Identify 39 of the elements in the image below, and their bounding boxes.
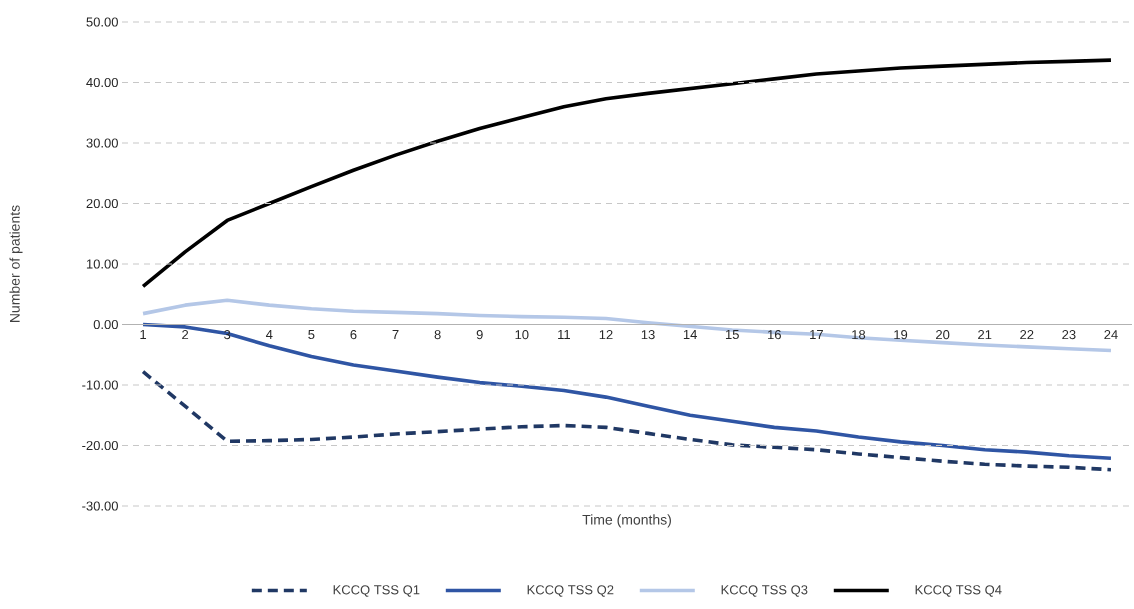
x-tick-label: 10 (515, 330, 529, 340)
x-tick-label: 7 (392, 330, 399, 339)
x-tick-label: 23 (1062, 330, 1076, 340)
x-tick-label: 14 (683, 330, 697, 339)
y-tick-label: -20.00 (82, 440, 118, 451)
x-tick-label: 13 (641, 330, 655, 340)
y-tick-label: 50.00 (86, 17, 118, 27)
y-tick-label: -30.00 (82, 501, 118, 511)
x-axis-title: Time (months) (582, 514, 671, 528)
x-tick-label: 4 (265, 330, 273, 339)
x-tick-label: 11 (558, 330, 570, 339)
x-tick-label: 20 (936, 330, 950, 340)
y-tick-label: -10.00 (82, 380, 118, 390)
x-tick-label: 8 (434, 330, 441, 340)
legend-label: KCCQ TSS Q1 (333, 585, 420, 597)
x-tick-label: 24 (1104, 330, 1118, 340)
x-tick-label: 1 (140, 330, 147, 339)
x-tick-label: 5 (308, 330, 315, 340)
legend-label: KCCQ TSS Q2 (527, 585, 614, 597)
y-tick-label: 20.00 (86, 198, 118, 209)
x-tick-label: 19 (894, 330, 908, 340)
x-tick-label: 16 (768, 330, 781, 340)
x-tick-label: 15 (725, 330, 739, 340)
y-tick-label: 30.00 (86, 138, 118, 148)
y-axis-title: Number of patients (9, 205, 23, 322)
legend-label: KCCQ TSS Q3 (721, 585, 808, 597)
x-tick-label: 22 (1020, 330, 1034, 340)
y-tick-label: 10.00 (86, 259, 118, 269)
y-tick-label: 0.00 (93, 319, 118, 330)
line-series (141, 369, 1113, 472)
y-tick-label: 40.00 (86, 77, 118, 88)
x-tick-label: 12 (599, 330, 613, 340)
x-tick-label: 6 (350, 330, 357, 340)
x-tick-label: 18 (852, 330, 866, 340)
x-tick-label: 21 (978, 330, 992, 340)
x-tick-label: 17 (810, 330, 823, 339)
x-tick-label: 9 (476, 330, 483, 340)
legend-label: KCCQ TSS Q4 (915, 585, 1002, 597)
x-tick-label: 2 (182, 330, 189, 340)
